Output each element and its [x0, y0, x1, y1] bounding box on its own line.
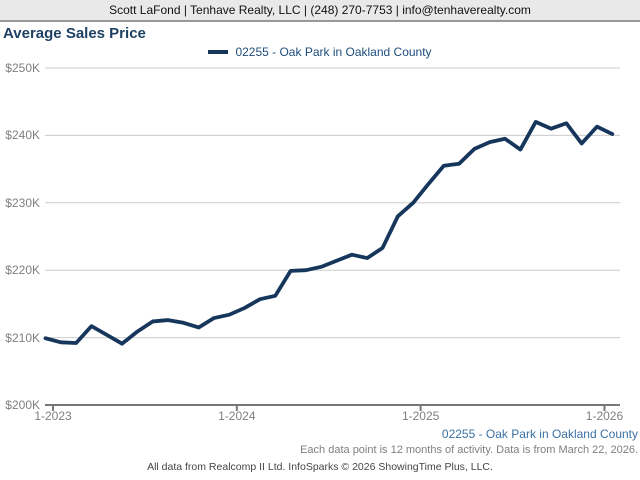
footer-series-label: 02255 - Oak Park in Oakland County [441, 427, 638, 441]
x-tick-label: 1-2023 [34, 409, 72, 423]
y-tick-label: $210K [5, 330, 40, 345]
x-tick-label: 1-2026 [585, 409, 624, 423]
y-tick-label: $230K [5, 195, 40, 210]
header-contact-text: Scott LaFond | Tenhave Realty, LLC | (24… [109, 3, 531, 17]
attribution-text: All data from Realcomp II Ltd. InfoSpark… [147, 461, 493, 473]
x-tick-label: 1-2025 [401, 409, 440, 423]
header-bar: Scott LaFond | Tenhave Realty, LLC | (24… [0, 0, 640, 22]
x-tick-label: 1-2024 [218, 409, 256, 423]
price-line [43, 120, 615, 346]
y-tick-label: $220K [5, 263, 40, 278]
y-tick-label: $200K [5, 398, 40, 412]
legend-item-label[interactable]: 02255 - Oak Park in Oakland County [235, 45, 432, 59]
page-title: Average Sales Price [3, 25, 146, 42]
y-tick-label: $240K [5, 128, 40, 143]
footer-data-note: Each data point is 12 months of activity… [300, 444, 638, 456]
legend-line-swatch-icon [208, 50, 229, 54]
y-tick-label: $250K [5, 61, 40, 75]
legend: 02255 - Oak Park in Oakland County [0, 45, 640, 59]
